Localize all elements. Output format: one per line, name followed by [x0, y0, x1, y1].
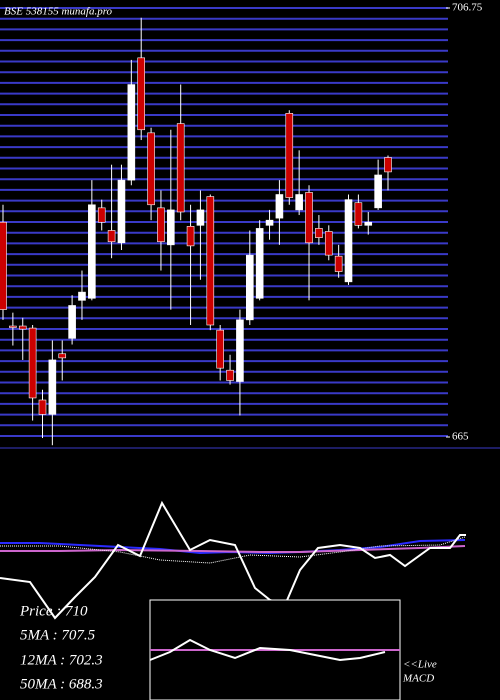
- candle-body: [364, 221, 373, 226]
- ma-line: [0, 545, 466, 553]
- candle-body: [245, 254, 254, 321]
- candle-body: [117, 179, 126, 244]
- macd-histogram-line: [149, 638, 386, 662]
- candle-body: [216, 329, 224, 369]
- chart-title: BSE 538155 munafa.pro: [4, 6, 113, 18]
- candle-body: [127, 84, 136, 181]
- candle-body: [58, 353, 67, 359]
- y-tick-label: 706.75: [452, 2, 483, 14]
- y-tick-label: 665: [452, 431, 469, 443]
- candle-body: [48, 359, 57, 415]
- candle-body: [88, 204, 96, 299]
- candle-body: [186, 226, 195, 247]
- candle-body: [107, 230, 116, 243]
- candle-body: [334, 255, 343, 272]
- candle-body: [78, 291, 86, 301]
- candle-body: [38, 399, 47, 415]
- grid-band: [0, 7, 448, 437]
- candle-body: [255, 228, 264, 299]
- candle-body: [305, 192, 313, 244]
- candle-body: [196, 209, 205, 226]
- info-5ma: 5MA : 707.5: [20, 627, 96, 643]
- candle-body: [176, 123, 185, 213]
- candle-body: [157, 207, 165, 243]
- candle-body: [236, 319, 244, 382]
- info-12ma: 12MA : 702.3: [20, 652, 103, 668]
- candle-body: [295, 194, 303, 211]
- info-price: Price : 710: [19, 603, 88, 619]
- candle-body: [275, 194, 284, 219]
- candle-body: [147, 132, 155, 206]
- candle-body: [28, 327, 37, 399]
- candle-body: [68, 305, 76, 339]
- macd-label: <<Live: [403, 659, 437, 671]
- candle-body: [344, 199, 353, 283]
- candle-body: [315, 228, 323, 238]
- candle-body: [285, 113, 294, 198]
- candle-body: [324, 231, 333, 256]
- candle-body: [265, 219, 274, 226]
- candle-body: [167, 209, 175, 246]
- info-50ma: 50MA : 688.3: [20, 676, 103, 692]
- candle-body: [18, 325, 27, 330]
- candle-body: [226, 369, 234, 381]
- candle-body: [206, 196, 215, 326]
- indicator-panel: [0, 500, 466, 700]
- candle-body: [384, 157, 392, 173]
- candle-body: [354, 202, 363, 226]
- ma-line: [0, 536, 466, 564]
- candle-body: [97, 207, 106, 223]
- candle-body: [0, 221, 7, 310]
- candle-body: [137, 57, 146, 131]
- macd-label: MACD: [402, 673, 434, 685]
- candle-body: [374, 174, 382, 209]
- candle-body: [9, 325, 17, 328]
